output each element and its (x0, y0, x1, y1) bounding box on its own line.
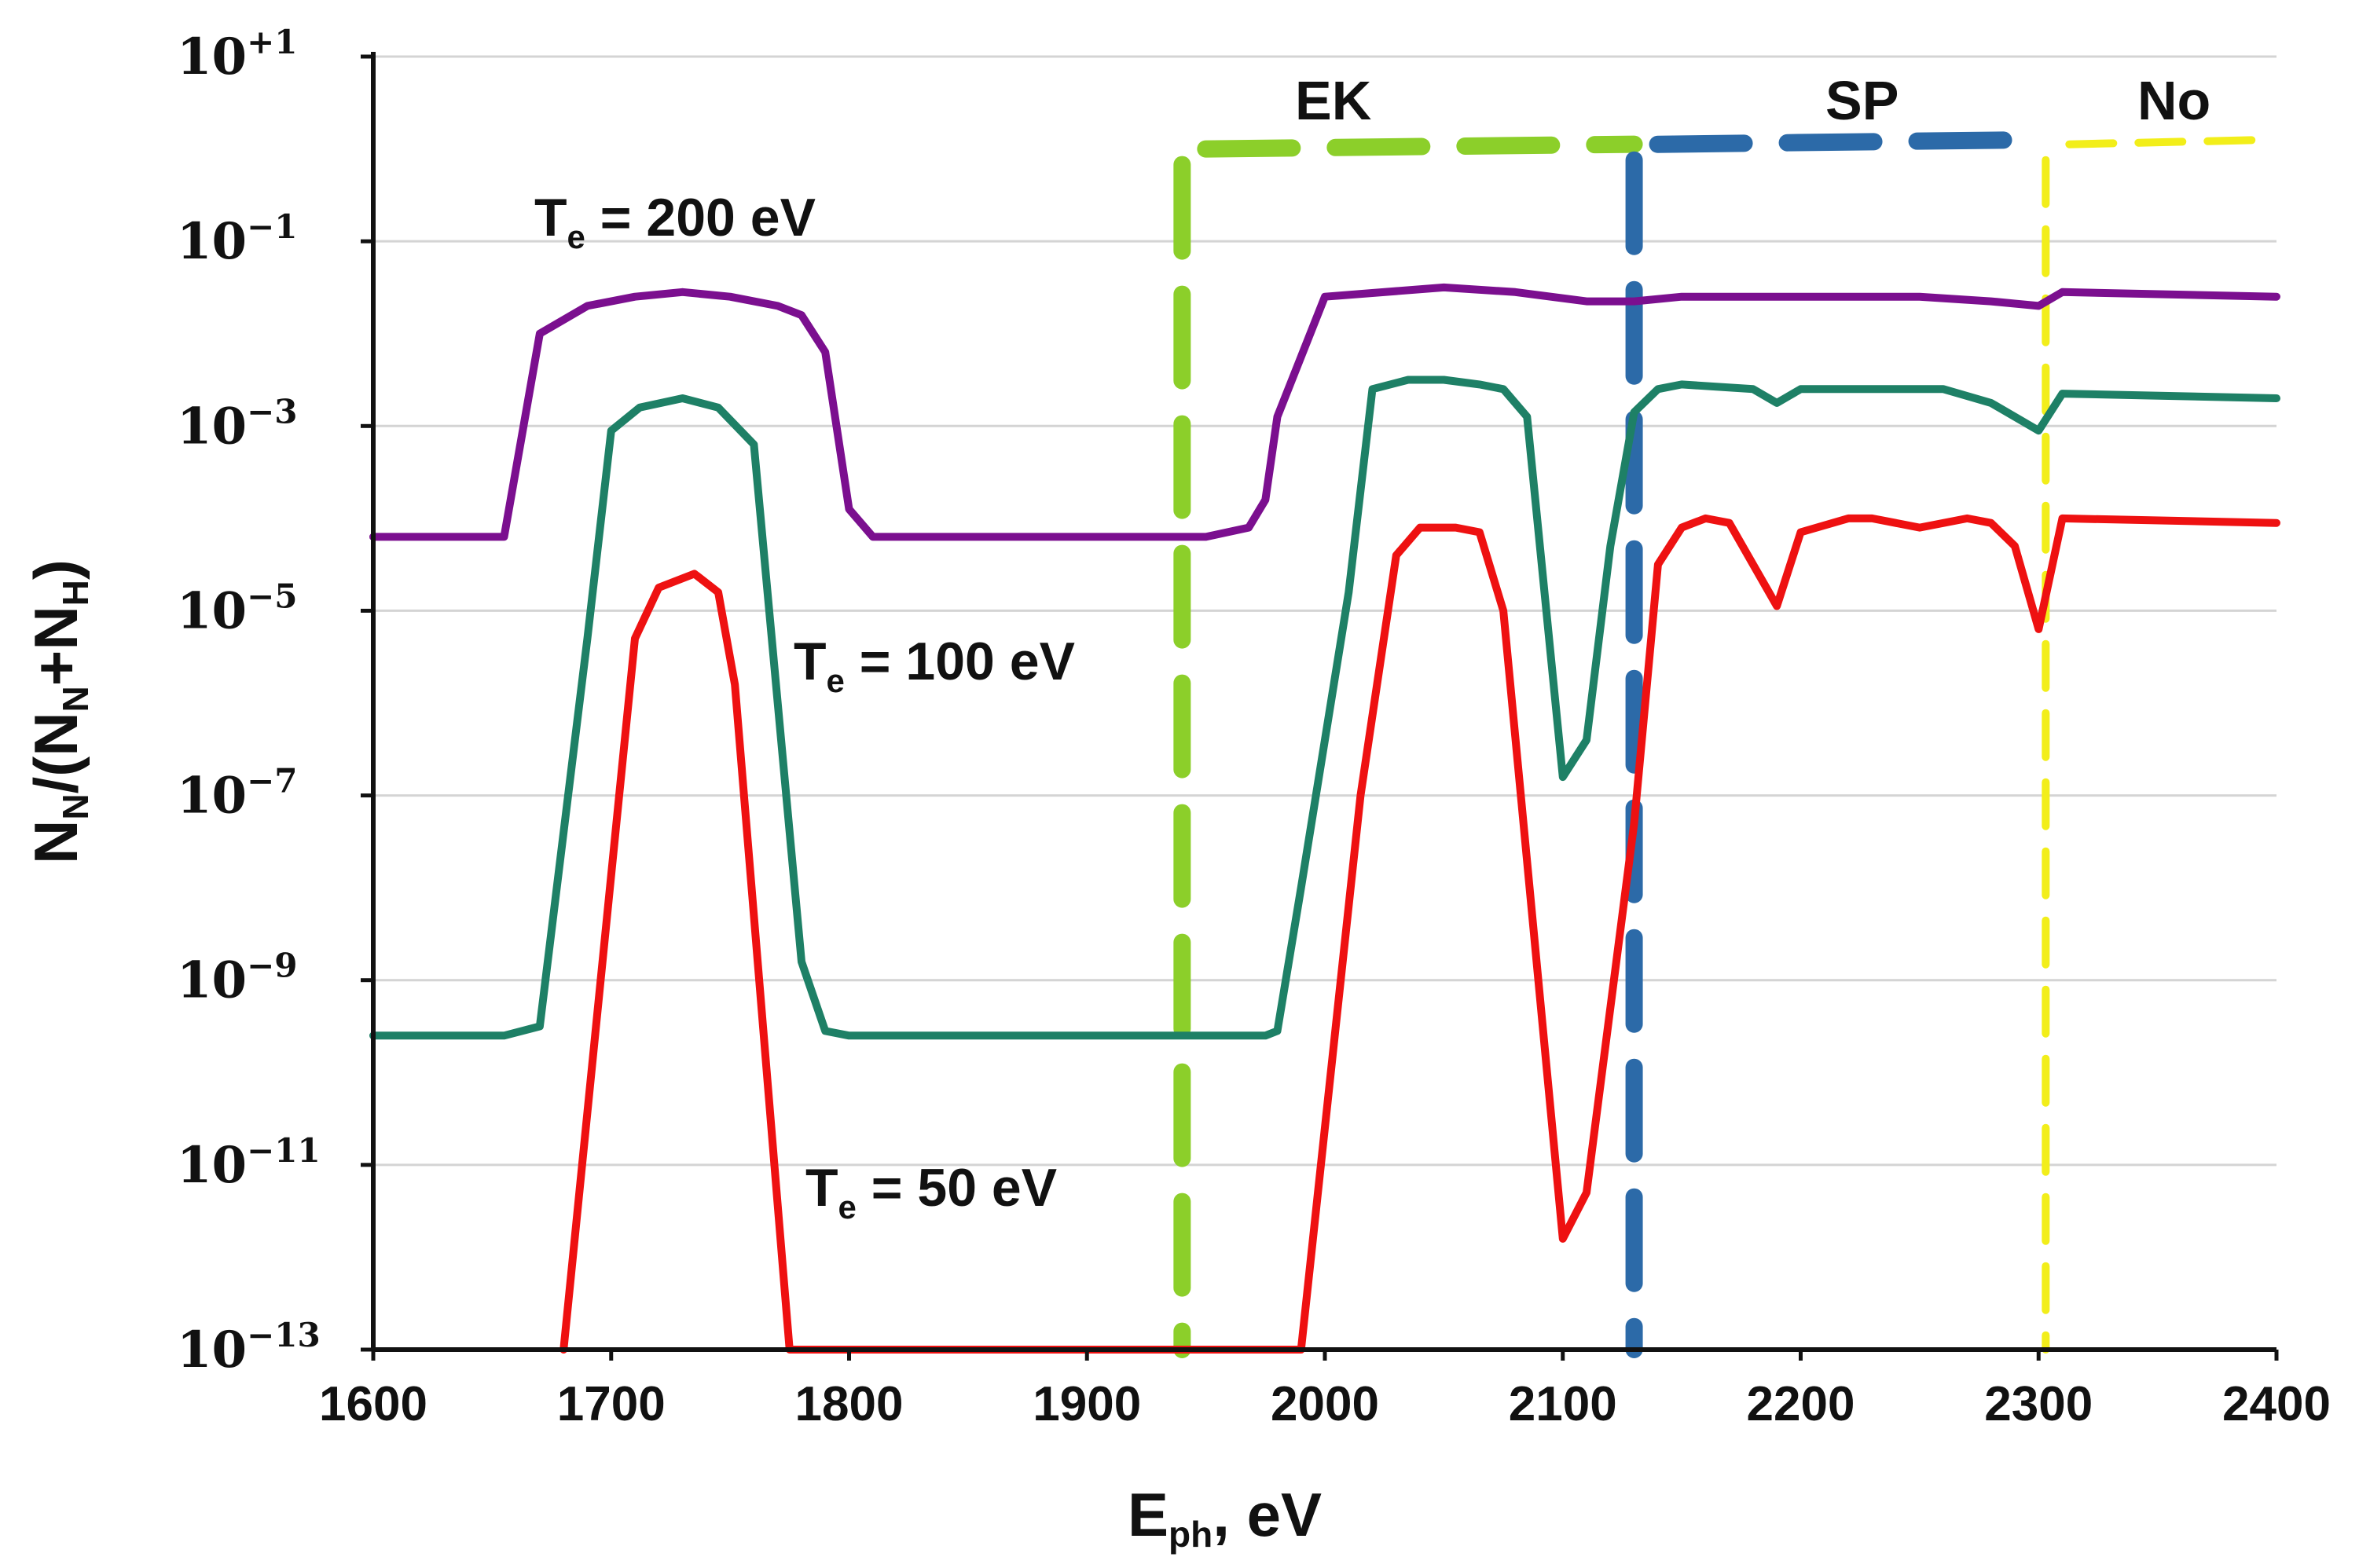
series (369, 283, 2280, 1354)
x-tick-label: 1600 (319, 1377, 427, 1431)
region-top-ek (1197, 135, 1643, 158)
series-line-2 (559, 514, 2280, 1354)
y-axis-title: NN/(NN+NH) (21, 559, 96, 864)
region-label-no: No (2137, 70, 2210, 131)
y-tick-base: 10 (177, 1321, 247, 1379)
y-tick-base: 10 (177, 27, 247, 86)
labels: Te = 200 eV Te = 100 eV Te = 50 eV EK SP… (21, 70, 2210, 1555)
y-tick-exponent: −7 (247, 762, 297, 800)
y-tick-label: 10−9 (177, 947, 297, 1010)
y-tick-label: 10−3 (177, 392, 297, 456)
y-tick-exponent: −9 (247, 947, 297, 985)
x-tick-label: 2200 (1747, 1377, 1855, 1431)
region-top-no (2065, 135, 2280, 148)
y-tick-exponent: −11 (247, 1131, 321, 1170)
regions (1173, 130, 2280, 1358)
y-tick-exponent: +1 (247, 23, 297, 61)
region-top-sp (1649, 130, 2055, 153)
x-tick-label: 1800 (795, 1377, 904, 1431)
region-label-sp: SP (1825, 70, 1899, 131)
x-tick-label: 1700 (557, 1377, 666, 1431)
series-label-te50: Te = 50 eV (805, 1158, 1057, 1225)
y-tick-label: 10−13 (177, 1316, 321, 1379)
y-tick-label: 10−7 (177, 762, 297, 826)
grid (373, 55, 2276, 1167)
region-label-ek: EK (1295, 70, 1371, 131)
axes (361, 52, 2279, 1361)
x-tick-label: 2300 (1984, 1377, 2093, 1431)
y-tick-base: 10 (177, 397, 247, 456)
y-tick-exponent: −1 (247, 207, 297, 246)
x-axis-title: Eph, eV (1128, 1480, 1322, 1555)
y-tick-exponent: −13 (247, 1316, 321, 1354)
y-tick-label: 10−11 (177, 1131, 321, 1195)
y-tick-base: 10 (177, 767, 247, 826)
x-tick-label: 1900 (1033, 1377, 1141, 1431)
series-label-te200: Te = 200 eV (534, 188, 816, 255)
y-tick-label: 10+1 (177, 23, 297, 86)
y-tick-label: 10−1 (177, 207, 297, 271)
y-tick-base: 10 (177, 212, 247, 271)
x-tick-label: 2100 (1509, 1377, 1617, 1431)
y-tick-label: 10−5 (177, 577, 297, 640)
y-tick-exponent: −3 (247, 392, 297, 430)
y-tick-exponent: −5 (247, 577, 297, 615)
y-tick-base: 10 (177, 581, 247, 640)
series-line-1 (369, 376, 2280, 1040)
x-tick-label: 2000 (1271, 1377, 1379, 1431)
series-label-te100: Te = 100 eV (794, 632, 1075, 699)
y-tick-base: 10 (177, 1136, 247, 1195)
x-tick-label: 2400 (2222, 1377, 2331, 1431)
y-tick-base: 10 (177, 951, 247, 1010)
series-line-0 (369, 283, 2280, 541)
